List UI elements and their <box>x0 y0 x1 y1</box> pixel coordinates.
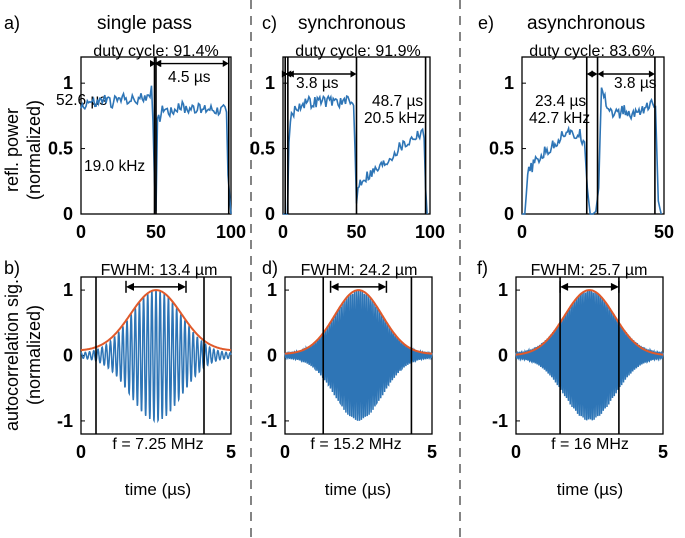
arrowhead-left <box>597 70 604 78</box>
arrowhead-right <box>591 70 598 78</box>
y-tick-label: 0.5 <box>489 139 514 159</box>
arrowhead-right <box>222 60 229 68</box>
duty-cycle-a: duty cycle: 91.4% <box>93 43 218 60</box>
arrowhead-right <box>610 282 619 291</box>
annotation-a-gap: 4.5 µs <box>168 69 211 86</box>
x-tick-label: 0 <box>278 222 288 242</box>
refl-power-trace-c <box>283 94 428 215</box>
top-row-ylabel: refl. power (normalized) <box>2 100 44 200</box>
fwhm-b: FWHM: 13.4 µm <box>101 262 218 279</box>
panel-label-e: e) <box>478 13 494 33</box>
y-tick-label: 0 <box>63 204 73 224</box>
chart-panel-c: 0 50 100 0 0.5 1 <box>250 56 445 242</box>
y-tick-label: 0 <box>63 346 73 366</box>
arrowhead-right <box>150 60 156 68</box>
x-tick-label: 0 <box>76 442 86 462</box>
annotation-e-period: 23.4 µs <box>535 93 586 110</box>
x-tick-label: 0 <box>280 442 290 462</box>
y-tick-label: 1 <box>504 73 514 93</box>
y-tick-label: -1 <box>492 411 508 431</box>
y-tick-label: 0.5 <box>48 139 73 159</box>
xlabel-col1: time (µs) <box>125 480 191 499</box>
xlabel-col3: time (µs) <box>557 480 623 499</box>
annotation-a-rate: 19.0 kHz <box>84 158 145 175</box>
arrowhead-right <box>350 70 357 78</box>
y-tick-label: -1 <box>261 411 277 431</box>
annotation-e-gap: 3.8 µs <box>614 75 657 92</box>
panel-label-d: d) <box>262 258 278 278</box>
x-tick-label: 100 <box>216 222 246 242</box>
bottom-ylabel-line-2: (normalized) <box>24 305 44 405</box>
x-tick-label: 50 <box>654 222 674 242</box>
freq-f: f = 16 MHz <box>551 436 629 453</box>
freq-b: f = 7.25 MHz <box>112 436 203 453</box>
arrowhead-left <box>560 282 569 291</box>
bottom-ylabel-line-1: autocorrelation sig. <box>2 279 22 431</box>
x-tick-label: 0 <box>517 222 527 242</box>
y-tick-label: 0.5 <box>250 139 275 159</box>
arrowhead-left <box>126 282 134 291</box>
envelope-fit-b <box>80 289 232 352</box>
y-tick-label: 0 <box>267 346 277 366</box>
top-ylabel-line-1: refl. power <box>2 108 22 192</box>
arrowhead-left <box>287 70 294 78</box>
y-tick-label: 0 <box>498 346 508 366</box>
x-tick-label: 100 <box>415 222 445 242</box>
panel-label-a: a) <box>4 13 20 33</box>
duty-cycle-e: duty cycle: 83.6% <box>529 43 654 60</box>
panel-label-b: b) <box>4 258 20 278</box>
autocorrelation-trace-f <box>515 290 664 421</box>
x-tick-label: 5 <box>226 442 236 462</box>
bottom-row-ylabel: autocorrelation sig. (normalized) <box>2 279 44 431</box>
fwhm-d: FWHM: 24.2 µm <box>301 262 418 279</box>
y-tick-label: -1 <box>57 411 73 431</box>
x-tick-label: 50 <box>146 222 166 242</box>
arrowhead-right <box>281 70 288 78</box>
panel-label-f: f) <box>477 258 488 278</box>
envelope-fit-d <box>284 289 433 355</box>
xlabel-col2: time (µs) <box>325 480 391 499</box>
column-title-synchronous: synchronous <box>298 13 406 34</box>
y-tick-label: 0 <box>265 204 275 224</box>
y-tick-label: 1 <box>63 73 73 93</box>
annotation-e-rate: 42.7 kHz <box>529 110 590 127</box>
chart-panel-b: 0 5-101 <box>57 276 236 462</box>
autocorrelation-trace-d <box>284 290 433 421</box>
x-tick-label: 5 <box>658 442 668 462</box>
chart-panel-f: 0 5-101 <box>492 276 668 462</box>
y-tick-label: 1 <box>498 280 508 300</box>
freq-d: f = 15.2 MHz <box>310 436 401 453</box>
arrowhead-left <box>330 282 339 291</box>
autocorrelation-trace-b <box>80 290 232 424</box>
column-title-asynchronous: asynchronous <box>527 13 645 34</box>
top-ylabel-line-2: (normalized) <box>24 100 44 200</box>
x-tick-label: 50 <box>346 222 366 242</box>
annotation-c-gap: 3.8 µs <box>296 75 339 92</box>
y-tick-label: 1 <box>267 280 277 300</box>
arrowhead-right <box>378 282 387 291</box>
arrowhead-left <box>586 70 593 78</box>
annotation-c-period: 48.7 µs <box>372 93 423 110</box>
y-tick-label: 0 <box>504 204 514 224</box>
y-tick-label: 1 <box>63 280 73 300</box>
x-tick-label: 5 <box>427 442 437 462</box>
column-title-single-pass: single pass <box>97 13 192 34</box>
chart-panel-a: 0 50 100 0 0.5 1 <box>48 56 246 242</box>
x-tick-label: 0 <box>511 442 521 462</box>
envelope-fit-f <box>516 289 663 356</box>
duty-cycle-c: duty cycle: 91.9% <box>295 43 420 60</box>
arrowhead-left <box>154 60 161 68</box>
chart-panel-d: 0 5-101 <box>261 276 437 462</box>
fwhm-f: FWHM: 25.7 µm <box>531 262 648 279</box>
y-tick-label: 1 <box>265 73 275 93</box>
chart-panel-e: 0 50 0 0.5 1 <box>489 56 674 242</box>
annotation-c-rate: 20.5 kHz <box>364 110 425 127</box>
x-tick-label: 0 <box>76 222 86 242</box>
arrowhead-right <box>648 70 655 78</box>
arrowhead-right <box>178 282 186 291</box>
panel-label-c: c) <box>262 13 277 33</box>
refl-power-trace-e <box>522 87 662 215</box>
